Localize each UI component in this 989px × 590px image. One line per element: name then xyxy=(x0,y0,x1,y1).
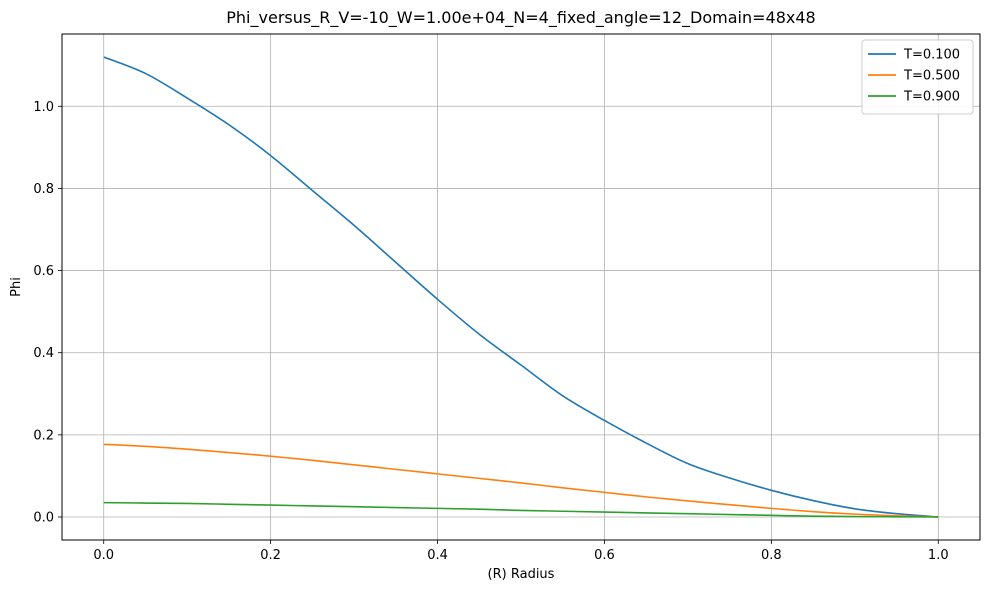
y-tick-label: 0.4 xyxy=(33,346,54,361)
x-tick-label: 0.6 xyxy=(594,548,615,563)
series-line-2 xyxy=(103,443,939,518)
x-tick-label: 0.4 xyxy=(427,548,448,563)
legend-label: T=0.100 xyxy=(903,48,960,63)
plot-area-frame xyxy=(61,33,981,541)
y-axis-ticks: 0.0 0.2 0.4 0.6 0.8 1.0 xyxy=(33,100,62,526)
x-tick-label: 0.8 xyxy=(761,548,782,563)
y-axis-label: Phi xyxy=(9,277,24,297)
y-tick-label: 0.6 xyxy=(33,264,54,279)
y-tick-label: 1.0 xyxy=(33,100,54,115)
x-tick-label: 1.0 xyxy=(928,548,949,563)
y-tick-label: 0.2 xyxy=(33,428,54,443)
y-tick-label: 0.0 xyxy=(33,511,54,526)
series-line-1 xyxy=(103,56,939,518)
x-axis-label: (R) Radius xyxy=(488,567,555,582)
series-lines xyxy=(103,56,939,518)
x-axis-ticks: 0.0 0.2 0.4 0.6 0.8 1.0 xyxy=(93,540,949,563)
x-tick-label: 0.2 xyxy=(260,548,281,563)
legend: T=0.100 T=0.500 T=0.900 xyxy=(861,39,974,115)
legend-label: T=0.900 xyxy=(903,90,960,105)
y-tick-label: 0.8 xyxy=(33,182,54,197)
x-tick-label: 0.0 xyxy=(93,548,114,563)
legend-label: T=0.500 xyxy=(903,69,960,84)
series-line-3 xyxy=(103,501,939,518)
chart-title: Phi_versus_R_V=-10_W=1.00e+04_N=4_fixed_… xyxy=(226,8,815,28)
grid xyxy=(62,34,980,540)
